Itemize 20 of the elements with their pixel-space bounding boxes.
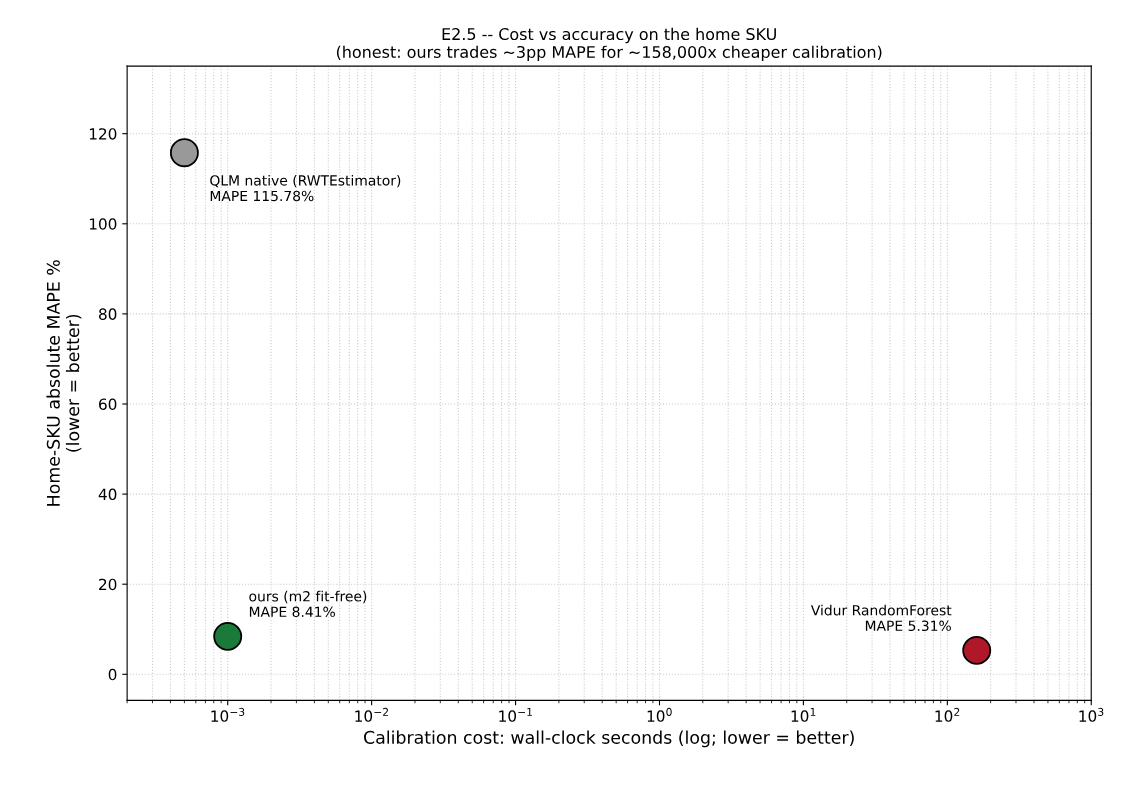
y-tick-label: 40	[98, 488, 117, 501]
x-tick-label: 10$^{−3}$	[211, 707, 245, 722]
y-tick-label: 100	[89, 218, 117, 230]
annotation: ours (m2 fit-free) MAPE 8.41%	[249, 590, 367, 618]
x-axis-title: Calibration cost: wall-clock seconds (log; lower = better)	[364, 730, 854, 748]
annotation: Vidur RandomForest MAPE 5.31%	[810, 604, 952, 632]
y-tick-label: 20	[99, 578, 117, 591]
annotation: QLM native (RWTEstimator) MAPE 115.78%	[210, 174, 401, 202]
x-tick-label: 10$^{0}$	[647, 707, 672, 722]
x-tick-label: 10$^{1}$	[791, 708, 816, 722]
x-tick-label: 10$^{−2}$	[355, 707, 388, 722]
y-axis-title: Home-SKU absolute MAPE % (lower = better)	[46, 260, 82, 506]
x-tick-label: 10$^{−1}$	[499, 708, 532, 722]
chart-title: E2.5 -- Cost vs accuracy on the home SKU (honest: ours trades ~3pp MAPE for ~158,000x cheaper calibration)	[336, 27, 882, 62]
x-tick-label: 10$^{2}$	[935, 707, 960, 722]
y-tick-label: 0	[108, 668, 117, 681]
y-tick-label: 120	[89, 128, 117, 140]
x-tick-label: 10$^{3}$	[1079, 707, 1104, 722]
y-tick-label: 60	[99, 398, 117, 411]
y-tick-label: 80	[99, 308, 117, 320]
